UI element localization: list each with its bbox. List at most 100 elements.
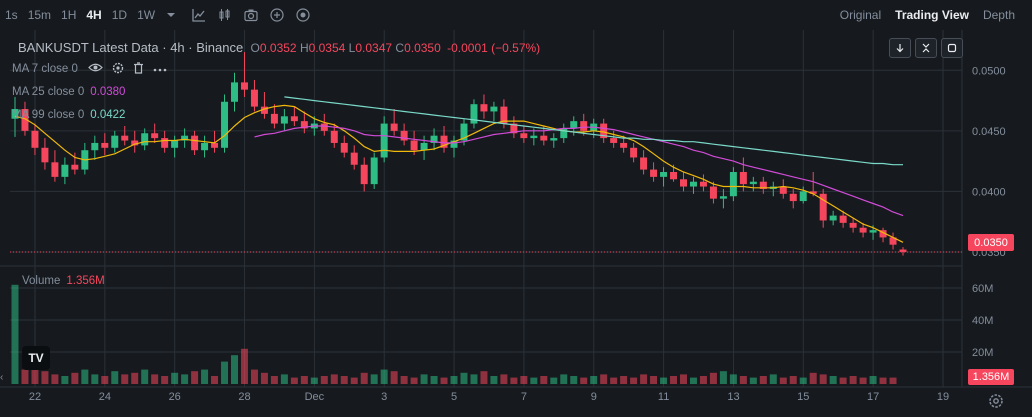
candle-body: [151, 133, 159, 139]
candle-body: [680, 179, 687, 187]
volume-bar: [829, 376, 837, 384]
candle-body: [640, 157, 648, 170]
eye-icon[interactable]: [87, 62, 103, 76]
candle-body: [889, 237, 897, 245]
volume-bar: [101, 376, 109, 384]
volume-bar: [21, 369, 29, 384]
view-trading-view[interactable]: Trading View: [895, 8, 969, 22]
current-price-tag: 0.0350: [968, 234, 1014, 251]
candle-body: [181, 135, 189, 141]
close-value: 0.0350: [404, 41, 441, 55]
candle-body: [201, 142, 209, 151]
volume-bar: [31, 364, 39, 384]
candle-body: [799, 191, 807, 202]
ma99-legend: MA 99 close 0 0.0422: [12, 106, 125, 124]
candle-type-icon[interactable]: [214, 4, 236, 26]
candle-body: [21, 109, 29, 131]
ma7-legend: MA 7 close 0: [12, 60, 167, 78]
volume-bar: [380, 369, 388, 384]
chevron-down-icon[interactable]: [160, 4, 182, 26]
view-original[interactable]: Original: [839, 8, 882, 22]
volume-bar: [749, 377, 757, 384]
timeframe-1h[interactable]: 1H: [61, 8, 77, 22]
candle-body: [570, 121, 578, 129]
timeframe-1w[interactable]: 1W: [137, 8, 156, 22]
volume-bar: [480, 371, 488, 384]
gear-icon[interactable]: [986, 391, 1006, 411]
candle-body: [340, 142, 348, 153]
indicator-icon[interactable]: [188, 4, 210, 26]
candle-body: [171, 140, 179, 148]
tradingview-logo[interactable]: TV: [22, 346, 50, 370]
time-axis-label: 15: [797, 391, 809, 403]
candle-body: [819, 193, 827, 221]
open-key: O: [250, 41, 260, 55]
candle-body: [240, 82, 248, 90]
time-axis-label: 28: [238, 391, 250, 403]
timeframe-15m[interactable]: 15m: [27, 8, 52, 22]
volume-bar: [81, 369, 89, 384]
volume-bar: [121, 374, 129, 384]
arrow-down-icon[interactable]: [889, 38, 911, 58]
timeframe-1s[interactable]: 1s: [5, 8, 18, 22]
volume-value: 1.356M: [66, 275, 105, 287]
candle-body: [280, 116, 288, 124]
volume-bar: [699, 376, 707, 384]
more-icon[interactable]: [153, 63, 167, 75]
time-axis-label: 5: [451, 391, 457, 403]
collapse-icon[interactable]: [915, 38, 937, 58]
time-axis-label: 13: [727, 391, 739, 403]
candle-body: [779, 186, 787, 194]
candle-body: [350, 152, 358, 165]
chart-grid: [0, 30, 1032, 388]
price-axis-label: 0.0500: [972, 65, 1006, 77]
candle-body: [231, 82, 238, 102]
candle-body: [131, 140, 139, 146]
candle-body: [490, 106, 498, 112]
volume-bar: [520, 376, 528, 384]
time-axis-label: 3: [381, 391, 387, 403]
volume-bar: [151, 374, 159, 384]
view-depth[interactable]: Depth: [982, 8, 1015, 22]
candle-body: [390, 123, 398, 131]
target-icon[interactable]: [292, 4, 314, 26]
candle-body: [400, 130, 408, 141]
time-axis-label: 24: [99, 391, 111, 403]
time-axis-label: 26: [169, 391, 181, 403]
plus-circle-icon[interactable]: [266, 4, 288, 26]
volume-bar: [61, 376, 69, 384]
timeframe-1d[interactable]: 1D: [111, 8, 128, 22]
ma7-label: MA 7 close 0: [12, 63, 78, 75]
chart-legend: BANKUSDT Latest Data · 4h · Binance O0.0…: [18, 40, 540, 55]
time-axis-label: 11: [658, 391, 669, 403]
moving-average-lines: [14, 96, 904, 243]
volume-bar: [390, 371, 398, 384]
fullscreen-icon[interactable]: [941, 38, 963, 58]
volume-bar: [660, 377, 668, 384]
candle-body: [849, 222, 857, 228]
candle-body: [630, 147, 638, 158]
volume-bar: [739, 376, 747, 384]
candle-body: [480, 104, 488, 112]
trash-icon[interactable]: [133, 61, 144, 77]
current-volume-tag: 1.356M: [968, 369, 1014, 385]
close-key: C: [395, 41, 405, 55]
candle-body: [300, 121, 308, 129]
settings-icon[interactable]: [112, 62, 124, 77]
candle-body: [71, 164, 79, 170]
scroll-left-icon[interactable]: ‹: [0, 372, 4, 383]
volume-bar: [550, 377, 558, 384]
camera-icon[interactable]: [240, 4, 262, 26]
ma25-value: 0.0380: [90, 86, 126, 98]
candle-body: [809, 191, 817, 194]
candle-body: [620, 142, 628, 148]
timeframe-4h[interactable]: 4H: [86, 8, 102, 22]
volume-bar: [779, 377, 787, 384]
volume-bar: [51, 374, 59, 384]
volume-bar: [171, 372, 179, 384]
candle-body: [759, 181, 767, 189]
ohlc-values: O0.0352 H0.0354 L0.0347 C0.0350 -0.0001 …: [251, 41, 541, 55]
time-axis-label: 7: [521, 391, 527, 403]
volume-bar: [879, 377, 887, 384]
